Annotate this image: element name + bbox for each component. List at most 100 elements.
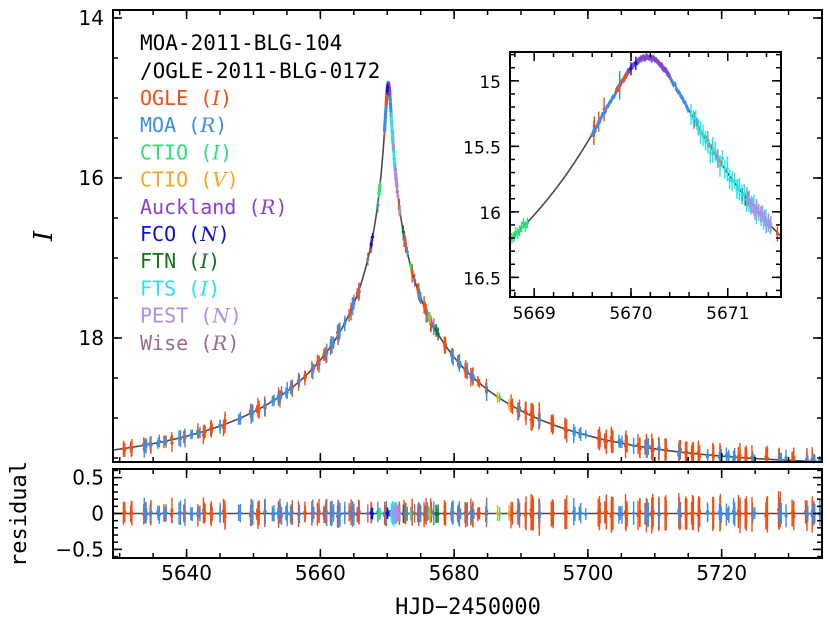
residual-point: [597, 511, 601, 515]
main-point: [395, 185, 399, 189]
main-point: [457, 361, 462, 365]
main-point: [391, 143, 395, 147]
inset-point: [766, 219, 771, 223]
main-point: [149, 441, 153, 445]
main-point: [417, 293, 422, 298]
main-point: [689, 451, 694, 456]
residual-point: [577, 511, 581, 516]
main-point: [563, 428, 567, 432]
legend-entry-auckland-r: Auckland (R): [140, 195, 288, 219]
residual-x-tick-label: 5680: [429, 561, 480, 585]
inset-point: [624, 74, 628, 78]
inset-point: [703, 139, 708, 143]
main-point: [677, 451, 681, 456]
main-point: [157, 439, 161, 443]
residual-point: [604, 510, 608, 514]
main-point: [366, 257, 370, 261]
legend: OGLE (I) MOA (R) CTIO (I) CTIO (V) Auckland …: [140, 86, 288, 355]
residual-y-tick-label: −0.5: [55, 537, 104, 561]
main-point: [164, 440, 168, 444]
main-point: [451, 354, 455, 359]
inset-point: [603, 109, 607, 114]
main-point: [584, 432, 588, 436]
residual-point: [623, 510, 628, 514]
main-point: [303, 374, 307, 378]
main-point: [476, 379, 480, 383]
residual-point: [538, 511, 542, 515]
main-point: [338, 329, 342, 333]
main-point: [638, 447, 642, 451]
main-point: [705, 455, 710, 459]
residual-point: [198, 511, 202, 516]
main-point: [202, 430, 206, 435]
residual-point: [457, 512, 462, 516]
main-y-tick-label: 14: [79, 6, 104, 30]
main-plot-frame: [112, 9, 823, 463]
legend-entry-wise-r: Wise (R): [140, 331, 239, 355]
main-point: [645, 447, 649, 451]
inset-point: [735, 187, 739, 192]
residual-point: [249, 510, 253, 514]
main-point: [398, 209, 402, 213]
inset-point: [696, 126, 700, 130]
residual-x-tick-label: 5700: [562, 561, 613, 585]
residual-point: [237, 511, 241, 515]
residual-point: [142, 508, 146, 512]
residual-point: [417, 511, 422, 515]
main-point: [784, 456, 788, 460]
main-point: [636, 442, 640, 446]
main-point: [332, 341, 336, 345]
main-point: [249, 413, 253, 417]
main-point: [618, 441, 622, 445]
residual-point: [218, 511, 222, 515]
main-point: [237, 417, 241, 422]
main-point: [685, 450, 689, 454]
main-point: [369, 242, 373, 247]
inset-point: [728, 177, 732, 181]
residual-point: [651, 509, 655, 513]
main-axis-ticks: 14 16 18: [79, 6, 823, 462]
residual-point: [792, 514, 796, 519]
inset-point: [593, 129, 597, 133]
main-point: [517, 409, 521, 413]
main-point: [190, 432, 194, 436]
residual-point: [385, 511, 390, 515]
residual-point: [784, 514, 788, 518]
main-point: [388, 93, 392, 97]
residual-point: [573, 512, 577, 516]
legend-entry-fco-n: FCO (N): [140, 222, 230, 246]
residual-point: [405, 512, 409, 516]
main-point: [343, 321, 347, 325]
inset-point: [685, 105, 689, 109]
main-point: [632, 444, 636, 448]
main-point: [388, 98, 392, 102]
inset-point: [667, 73, 671, 77]
main-point: [405, 250, 409, 254]
residual-point: [202, 510, 206, 514]
inset-point: [590, 132, 594, 136]
residual-point: [366, 511, 370, 516]
main-point: [349, 309, 353, 314]
residual-point: [551, 511, 555, 515]
main-data-points: [121, 80, 822, 464]
inset-point: [747, 197, 751, 201]
inset-data-points: [508, 52, 780, 244]
main-point: [329, 343, 334, 347]
main-point: [410, 271, 414, 275]
event-name-line-1: MOA-2011-BLG-104: [140, 31, 342, 55]
residual-point: [257, 511, 261, 515]
main-point: [384, 101, 388, 105]
residual-point: [517, 510, 521, 514]
inset-point: [689, 112, 693, 117]
residual-point: [632, 511, 636, 515]
inset-point: [762, 216, 767, 220]
main-point: [531, 414, 535, 418]
residual-point: [378, 511, 382, 515]
inset-point: [740, 193, 744, 197]
residual-panel: 5640 5660 5680 5700 5720 0.5 0 −0.5 residual HJ…: [7, 461, 823, 620]
inset-point: [691, 116, 696, 120]
residual-point: [442, 512, 446, 516]
main-point: [209, 426, 213, 431]
main-point: [347, 313, 351, 318]
